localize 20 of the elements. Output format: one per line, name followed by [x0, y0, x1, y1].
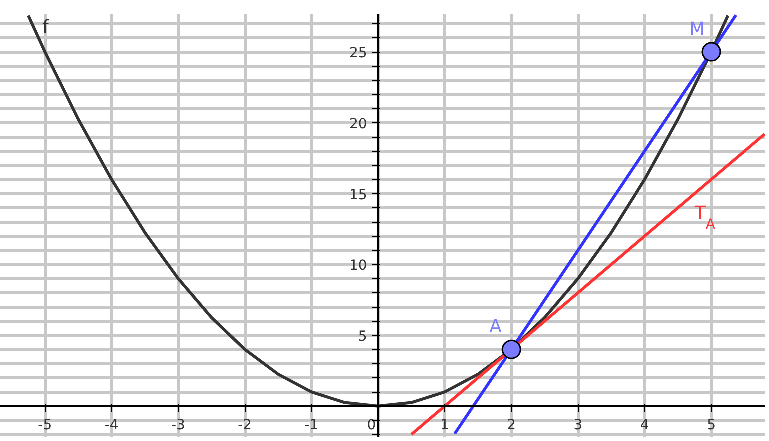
x-tick-label: -4 [104, 417, 119, 434]
y-tick-label: 20 [350, 116, 368, 132]
x-tick-label: 2 [507, 417, 516, 434]
x-tick-label: 4 [640, 417, 650, 434]
series-label: M [690, 19, 706, 40]
series-label: f [42, 16, 50, 38]
x-tick-label: -5 [38, 417, 52, 434]
x-tick-label: 0 [367, 417, 390, 434]
x-tick-label: 3 [574, 417, 583, 434]
x-tick-label: 5 [707, 417, 716, 434]
y-tick-label: 25 [350, 46, 368, 62]
y-tick-label: 15 [350, 187, 368, 204]
x-tick-label: -3 [171, 417, 186, 434]
y-tick-label: 5 [358, 328, 368, 345]
x-tick-label: -1 [304, 417, 319, 434]
series-label: A [490, 316, 503, 338]
y-tick-label: 10 [350, 258, 368, 274]
line-series [26, 14, 730, 408]
x-tick-label: 1 [440, 417, 450, 434]
x-tick-label: -2 [238, 417, 252, 434]
